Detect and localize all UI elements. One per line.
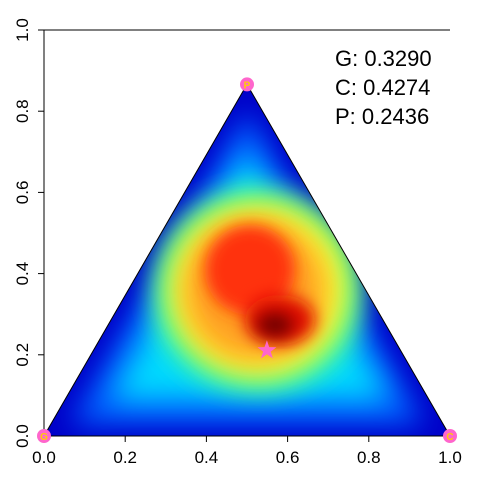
annotation: P: 0.2436: [335, 104, 429, 129]
vertex-label: C: [446, 432, 453, 443]
vertex-label: G: [40, 432, 48, 443]
annotation: G: 0.3290: [335, 46, 432, 71]
x-tick-label: 0.8: [357, 448, 381, 467]
y-tick-label: 0.4: [13, 262, 32, 286]
x-tick-label: 0.6: [276, 448, 300, 467]
triangle: [43, 83, 451, 437]
star-point: [257, 340, 277, 359]
annotation: C: 0.4274: [335, 75, 430, 100]
y-tick-label: 0.8: [13, 99, 32, 123]
vertex-marker: [37, 429, 51, 443]
heatmap: [44, 84, 450, 437]
x-tick-label: 1.0: [438, 448, 462, 467]
x-tick-label: 0.2: [113, 448, 137, 467]
vertex-marker: [443, 429, 457, 443]
y-tick-label: 0.6: [13, 181, 32, 205]
y-tick-label: 0.2: [13, 343, 32, 367]
vertex-label: P: [244, 80, 251, 91]
x-tick-label: 0.4: [195, 448, 219, 467]
x-tick-label: 0.0: [32, 448, 56, 467]
y-tick-label: 0.0: [13, 424, 32, 448]
y-tick-label: 1.0: [13, 18, 32, 42]
vertex-marker: [240, 77, 254, 92]
